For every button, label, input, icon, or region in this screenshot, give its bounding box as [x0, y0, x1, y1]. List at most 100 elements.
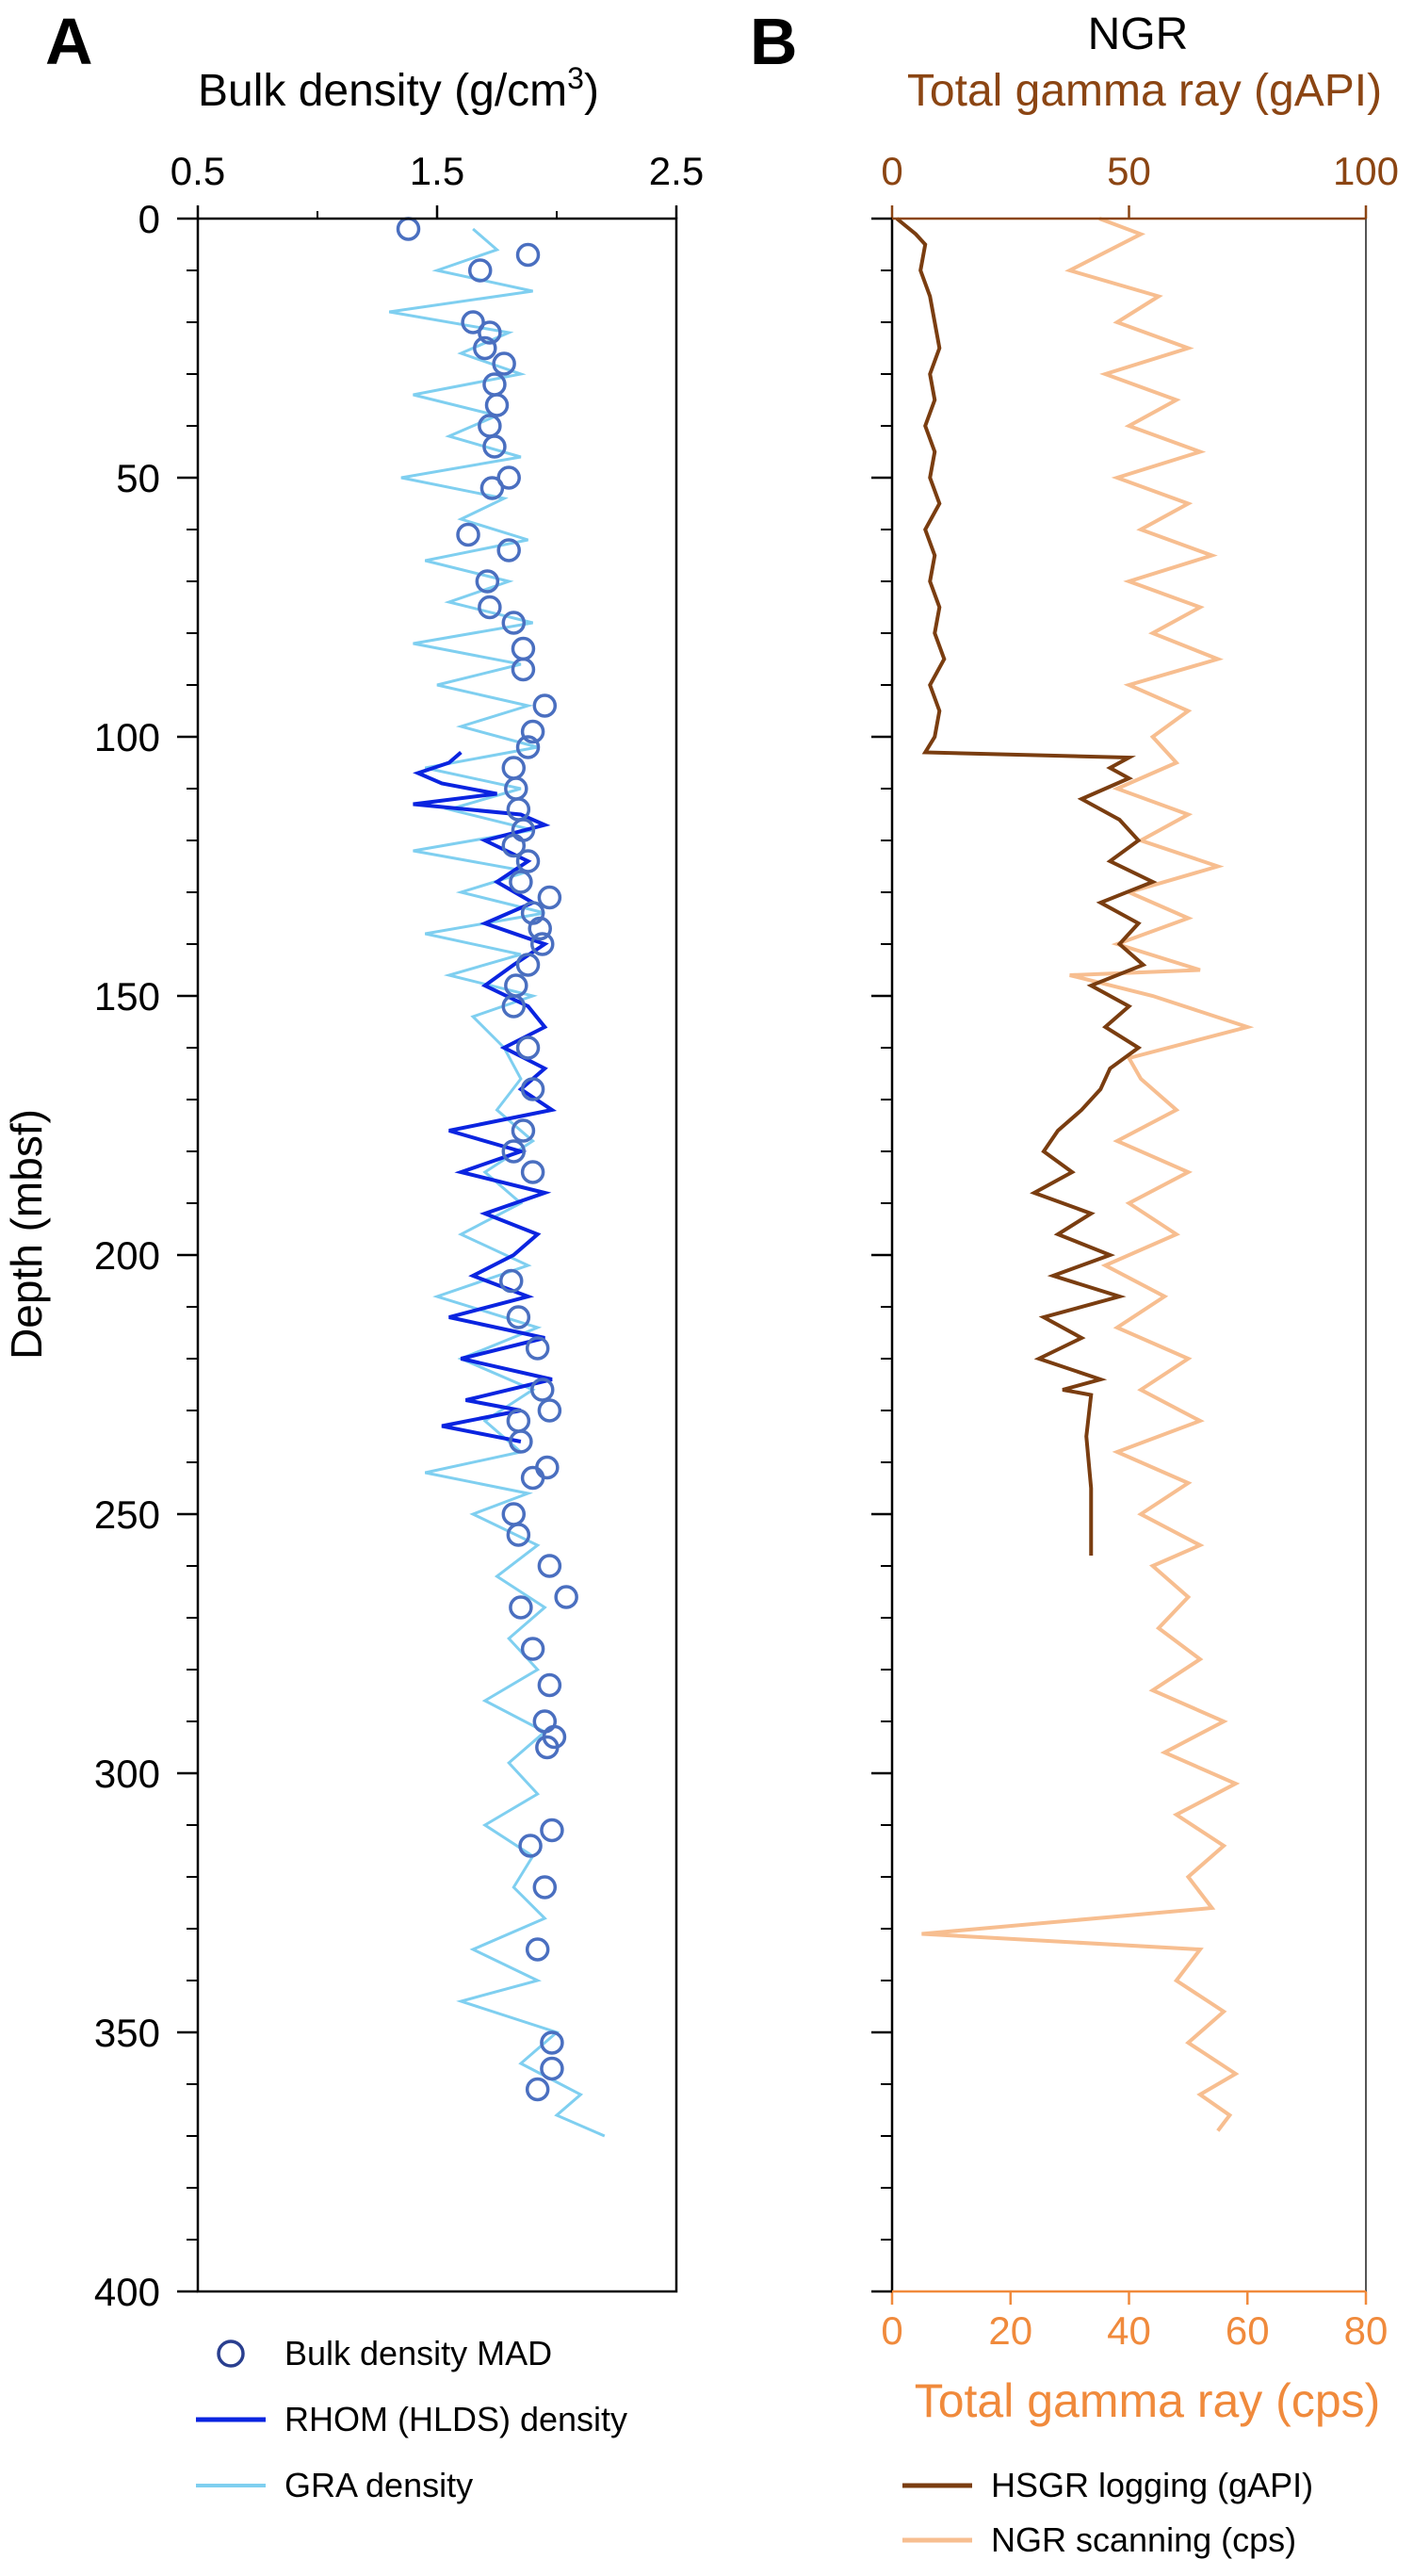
- mad-point: [498, 1268, 524, 1294]
- mad-point: [501, 756, 527, 780]
- mad-point: [515, 849, 541, 873]
- mad-point: [537, 1398, 562, 1423]
- top-tick-label: 50: [1107, 149, 1151, 193]
- mad-point: [509, 1429, 533, 1454]
- mad-point: [515, 242, 541, 268]
- gra-density-line: [388, 227, 606, 2138]
- y-tick-label: 0: [138, 197, 160, 241]
- mad-point: [482, 434, 507, 459]
- rhom-density-line: [413, 750, 558, 1443]
- mad-point: [456, 522, 480, 547]
- bottom-tick-label: 40: [1107, 2308, 1151, 2353]
- bottom-tick-label: 60: [1226, 2308, 1270, 2353]
- mad-point: [482, 372, 507, 397]
- y-tick-label: 50: [116, 456, 160, 500]
- y-tick-label: 300: [94, 1752, 160, 1796]
- top-tick-label: 100: [1333, 149, 1399, 193]
- mad-point: [530, 1378, 555, 1402]
- y-tick-label: 100: [94, 715, 160, 759]
- mad-point: [518, 1834, 543, 1858]
- mad-point: [501, 1502, 527, 1526]
- mad-point: [501, 1139, 527, 1164]
- mad-point: [478, 595, 502, 620]
- panel-b-bottom-axis-label: Total gamma ray (cps): [915, 2374, 1381, 2427]
- mad-point: [509, 870, 533, 894]
- panel-b-legend: HSGR logging (gAPI) NGR scanning (cps): [902, 2466, 1313, 2559]
- x-tick-label: 1.5: [410, 149, 464, 193]
- mad-point: [515, 1035, 541, 1060]
- mad-point: [501, 833, 527, 858]
- y-tick-label: 400: [94, 2270, 160, 2314]
- mad-point: [396, 217, 421, 241]
- ngr-scanning-line: [921, 217, 1255, 2132]
- panel-b-top-axis-label: Total gamma ray (gAPI): [907, 66, 1382, 116]
- mad-point: [542, 1724, 567, 1750]
- legend-gra-label: GRA density: [284, 2466, 473, 2504]
- y-tick-label: 150: [94, 974, 160, 1019]
- legend-hsgr-label: HSGR logging (gAPI): [991, 2466, 1313, 2504]
- mad-point: [520, 1465, 545, 1491]
- mad-point: [475, 569, 500, 594]
- panel-a-plot: 0.5 1.5 2.5 0 50 100 150 200 250 300 350 400: [94, 149, 704, 2314]
- mad-point: [554, 1585, 578, 1609]
- mad-point: [532, 693, 558, 718]
- panel-letter-a: A: [45, 5, 93, 78]
- y-tick-label: 350: [94, 2011, 160, 2055]
- mad-point: [511, 657, 536, 682]
- panel-b-title: NGR: [1088, 9, 1189, 59]
- mad-point: [532, 1709, 558, 1734]
- mad-point: [501, 611, 527, 635]
- mad-point: [525, 1937, 550, 1962]
- mad-point: [461, 310, 485, 334]
- panel-a-title: Bulk density (g/cm3): [198, 61, 599, 116]
- mad-point: [511, 1118, 536, 1143]
- mad-point: [492, 351, 516, 376]
- y-tick-label: 200: [94, 1233, 160, 1278]
- mad-point: [525, 1336, 550, 1361]
- mad-point: [509, 1595, 533, 1620]
- legend-rhom-label: RHOM (HLDS) density: [284, 2400, 627, 2438]
- panel-a-frame: [196, 217, 678, 2293]
- mad-point: [473, 335, 497, 361]
- mad-point: [532, 1875, 558, 1899]
- mad-point: [540, 2056, 564, 2081]
- mad-point: [479, 476, 505, 500]
- mad-point: [540, 1818, 564, 1843]
- mad-point: [537, 885, 562, 910]
- mad-point: [528, 916, 552, 941]
- x-tick-label: 0.5: [171, 149, 225, 193]
- panel-letter-b: B: [750, 5, 798, 78]
- mad-point: [467, 258, 493, 283]
- mad-point: [515, 735, 541, 759]
- bottom-tick-label: 20: [988, 2308, 1032, 2353]
- panel-a-title-text: Bulk density (g/cm: [198, 66, 567, 116]
- bottom-tick-label: 0: [881, 2308, 902, 2353]
- legend-mad-marker: [217, 2340, 245, 2368]
- mad-point: [515, 953, 541, 977]
- panel-a-legend: Bulk density MAD RHOM (HLDS) density GRA d…: [196, 2334, 627, 2504]
- legend-mad-label: Bulk density MAD: [284, 2334, 552, 2372]
- mad-point: [511, 636, 536, 661]
- panel-a-ylabel: Depth (mbsf): [2, 1109, 51, 1360]
- mad-point: [484, 393, 510, 417]
- mad-point: [525, 2077, 550, 2102]
- bottom-tick-label: 80: [1344, 2308, 1389, 2353]
- y-tick-label: 250: [94, 1492, 160, 1537]
- mad-point: [535, 1455, 560, 1480]
- panel-a-title-suffix: ): [584, 66, 599, 116]
- mad-point: [537, 1554, 562, 1578]
- legend-ngr-label: NGR scanning (cps): [991, 2520, 1296, 2559]
- hsgr-logging-line: [895, 217, 1158, 1556]
- mad-point: [520, 1160, 545, 1184]
- mad-point: [540, 2030, 564, 2055]
- mad-point: [506, 1523, 531, 1547]
- x-tick-label: 2.5: [649, 149, 704, 193]
- mad-point: [501, 994, 527, 1019]
- mad-point: [506, 1305, 531, 1329]
- panel-b-plot: 0 50 100 0 20 40 60 80: [871, 149, 1399, 2353]
- mad-point: [506, 1409, 531, 1433]
- mad-point: [478, 320, 502, 345]
- mad-point: [520, 719, 545, 744]
- top-tick-label: 0: [881, 149, 902, 193]
